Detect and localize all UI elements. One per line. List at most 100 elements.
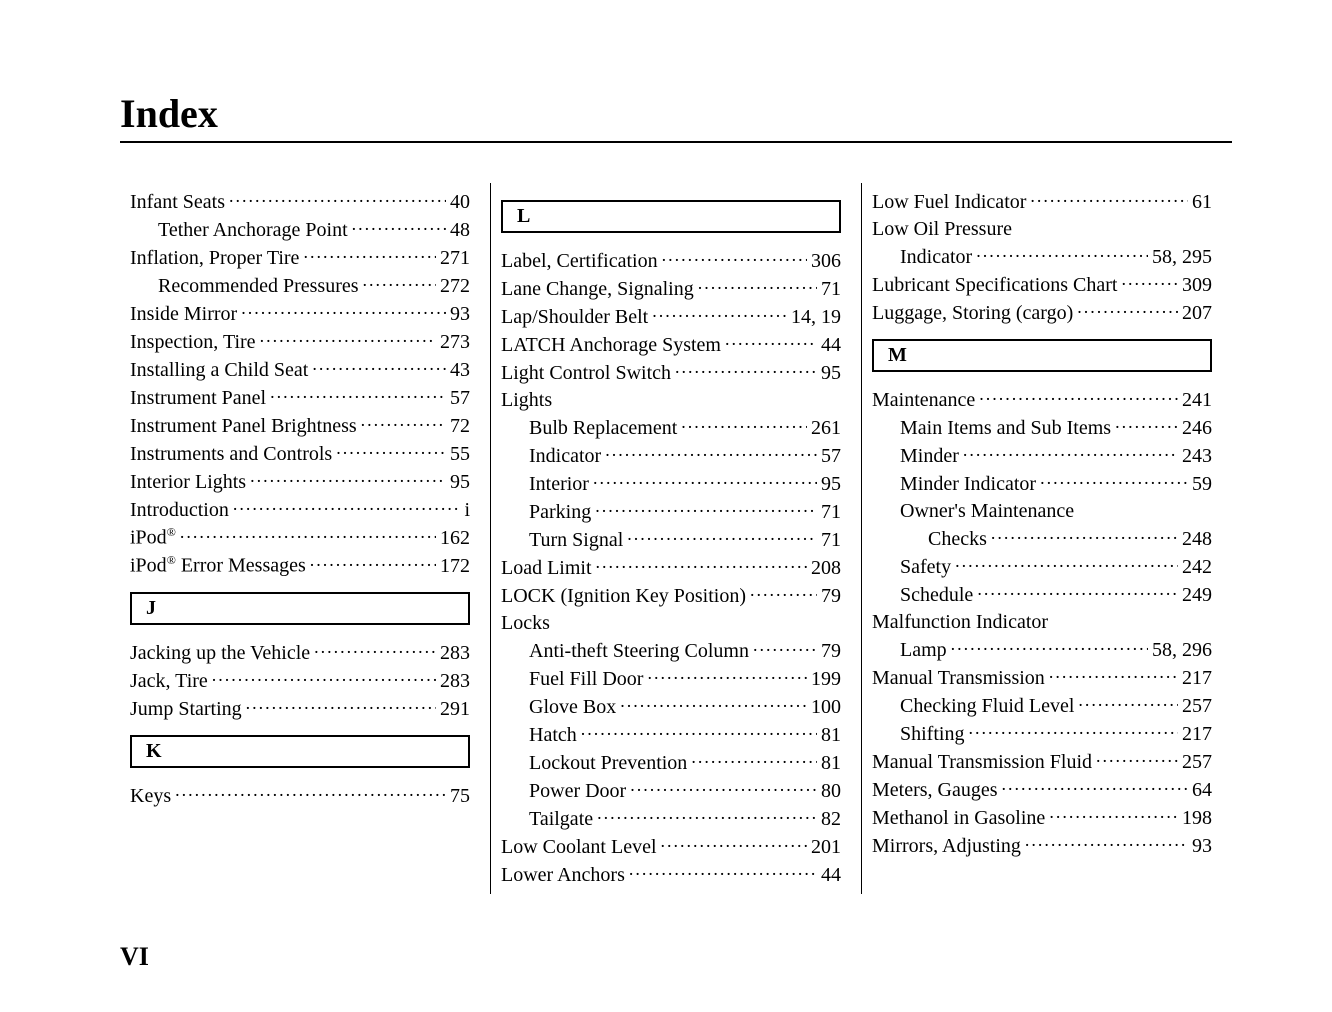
entry-label: Maintenance bbox=[872, 387, 975, 414]
entry-label: Instrument Panel bbox=[130, 385, 266, 412]
dot-leader bbox=[595, 498, 817, 518]
entry-page: 172 bbox=[440, 553, 470, 580]
index-entry: iPod® Error Messages 172 bbox=[130, 552, 470, 580]
index-entry: Lamp58, 296 bbox=[872, 636, 1212, 664]
entry-page: 79 bbox=[821, 638, 841, 665]
entry-label: LATCH Anchorage System bbox=[501, 332, 721, 359]
dot-leader bbox=[691, 749, 817, 769]
index-entry: Low Fuel Indicator61 bbox=[872, 188, 1212, 216]
entry-label: Lane Change, Signaling bbox=[501, 276, 694, 303]
entry-page: 201 bbox=[811, 834, 841, 861]
entry-page: 283 bbox=[440, 668, 470, 695]
entry-label: Jump Starting bbox=[130, 696, 242, 723]
entry-page: 81 bbox=[821, 750, 841, 777]
entry-page: 81 bbox=[821, 722, 841, 749]
entry-page: 55 bbox=[450, 441, 470, 468]
dot-leader bbox=[1025, 832, 1188, 852]
index-entry: Recommended Pressures272 bbox=[130, 272, 470, 300]
entry-label: Load Limit bbox=[501, 555, 592, 582]
entry-page: 257 bbox=[1182, 749, 1212, 776]
dot-leader bbox=[1121, 271, 1178, 291]
entry-label: Mirrors, Adjusting bbox=[872, 833, 1021, 860]
index-entry: Checking Fluid Level257 bbox=[872, 692, 1212, 720]
dot-leader bbox=[979, 386, 1178, 406]
index-entry: Methanol in Gasoline198 bbox=[872, 804, 1212, 832]
dot-leader bbox=[270, 384, 446, 404]
dot-leader bbox=[310, 552, 436, 572]
index-entry: Lockout Prevention81 bbox=[501, 749, 841, 777]
dot-leader bbox=[314, 639, 436, 659]
entry-label: Safety bbox=[900, 554, 951, 581]
entry-page: 246 bbox=[1182, 415, 1212, 442]
entry-label: iPod® Error Messages bbox=[130, 552, 306, 580]
dot-leader bbox=[620, 693, 807, 713]
entry-page: 44 bbox=[821, 862, 841, 889]
entry-label: Lubricant Specifications Chart bbox=[872, 272, 1117, 299]
entry-label: Hatch bbox=[529, 722, 577, 749]
index-entry: Parking71 bbox=[501, 498, 841, 526]
entry-label: Lamp bbox=[900, 637, 947, 664]
dot-leader bbox=[229, 188, 446, 208]
entry-label: Shifting bbox=[900, 721, 964, 748]
index-columns: Infant Seats40Tether Anchorage Point48In… bbox=[120, 183, 1232, 894]
entry-label: Instruments and Controls bbox=[130, 441, 332, 468]
dot-leader bbox=[661, 833, 807, 853]
dot-leader bbox=[233, 496, 461, 516]
dot-leader bbox=[725, 331, 817, 351]
entry-page: 40 bbox=[450, 189, 470, 216]
entry-page: 199 bbox=[811, 666, 841, 693]
page-title: Index bbox=[120, 90, 1232, 137]
index-entry: Lap/Shoulder Belt14, 19 bbox=[501, 303, 841, 331]
entry-page: 198 bbox=[1182, 805, 1212, 832]
entry-label: Fuel Fill Door bbox=[529, 666, 643, 693]
index-entry: Tailgate 82 bbox=[501, 805, 841, 833]
entry-label: Luggage, Storing (cargo) bbox=[872, 300, 1073, 327]
entry-label: Minder Indicator bbox=[900, 471, 1036, 498]
entry-page: 272 bbox=[440, 273, 470, 300]
entry-label: Keys bbox=[130, 783, 171, 810]
entry-label: Anti-theft Steering Column bbox=[529, 638, 749, 665]
index-entry: Instrument Panel57 bbox=[130, 384, 470, 412]
index-entry: Introductioni bbox=[130, 496, 470, 524]
entry-label: Interior bbox=[529, 471, 589, 498]
entry-label: Interior Lights bbox=[130, 469, 246, 496]
index-entry: Inspection, Tire273 bbox=[130, 328, 470, 356]
entry-label: Power Door bbox=[529, 778, 626, 805]
entry-label: Indicator bbox=[900, 244, 972, 271]
entry-page: 207 bbox=[1182, 300, 1212, 327]
entry-page: 241 bbox=[1182, 387, 1212, 414]
index-entry: Jacking up the Vehicle283 bbox=[130, 639, 470, 667]
entry-page: 57 bbox=[821, 443, 841, 470]
dot-leader bbox=[593, 470, 817, 490]
index-entry: Hatch 81 bbox=[501, 721, 841, 749]
index-entry: Anti-theft Steering Column 79 bbox=[501, 637, 841, 665]
entry-page: 208 bbox=[811, 555, 841, 582]
index-entry: Malfunction Indicator bbox=[872, 609, 1212, 636]
dot-leader bbox=[1040, 470, 1188, 490]
index-entry: Installing a Child Seat43 bbox=[130, 356, 470, 384]
entry-label: Locks bbox=[501, 610, 550, 637]
section-letter: K bbox=[130, 735, 470, 768]
entry-page: 58, 295 bbox=[1152, 244, 1212, 271]
index-entry: Power Door80 bbox=[501, 777, 841, 805]
entry-page: 82 bbox=[821, 806, 841, 833]
dot-leader bbox=[581, 721, 817, 741]
dot-leader bbox=[951, 636, 1148, 656]
entry-page: 273 bbox=[440, 329, 470, 356]
section-letter: J bbox=[130, 592, 470, 625]
entry-label: Low Fuel Indicator bbox=[872, 189, 1026, 216]
index-entry: Bulb Replacement261 bbox=[501, 414, 841, 442]
index-entry: LATCH Anchorage System44 bbox=[501, 331, 841, 359]
entry-page: 14, 19 bbox=[791, 304, 841, 331]
index-entry: Low Coolant Level201 bbox=[501, 833, 841, 861]
dot-leader bbox=[175, 782, 446, 802]
dot-leader bbox=[250, 468, 446, 488]
dot-leader bbox=[361, 412, 446, 432]
entry-label: Schedule bbox=[900, 582, 973, 609]
index-entry: Lower Anchors44 bbox=[501, 861, 841, 889]
index-entry: Manual Transmission217 bbox=[872, 664, 1212, 692]
entry-label: Turn Signal bbox=[529, 527, 623, 554]
entry-label: Tailgate bbox=[529, 806, 593, 833]
index-entry: Instrument Panel Brightness72 bbox=[130, 412, 470, 440]
entry-page: 75 bbox=[450, 783, 470, 810]
